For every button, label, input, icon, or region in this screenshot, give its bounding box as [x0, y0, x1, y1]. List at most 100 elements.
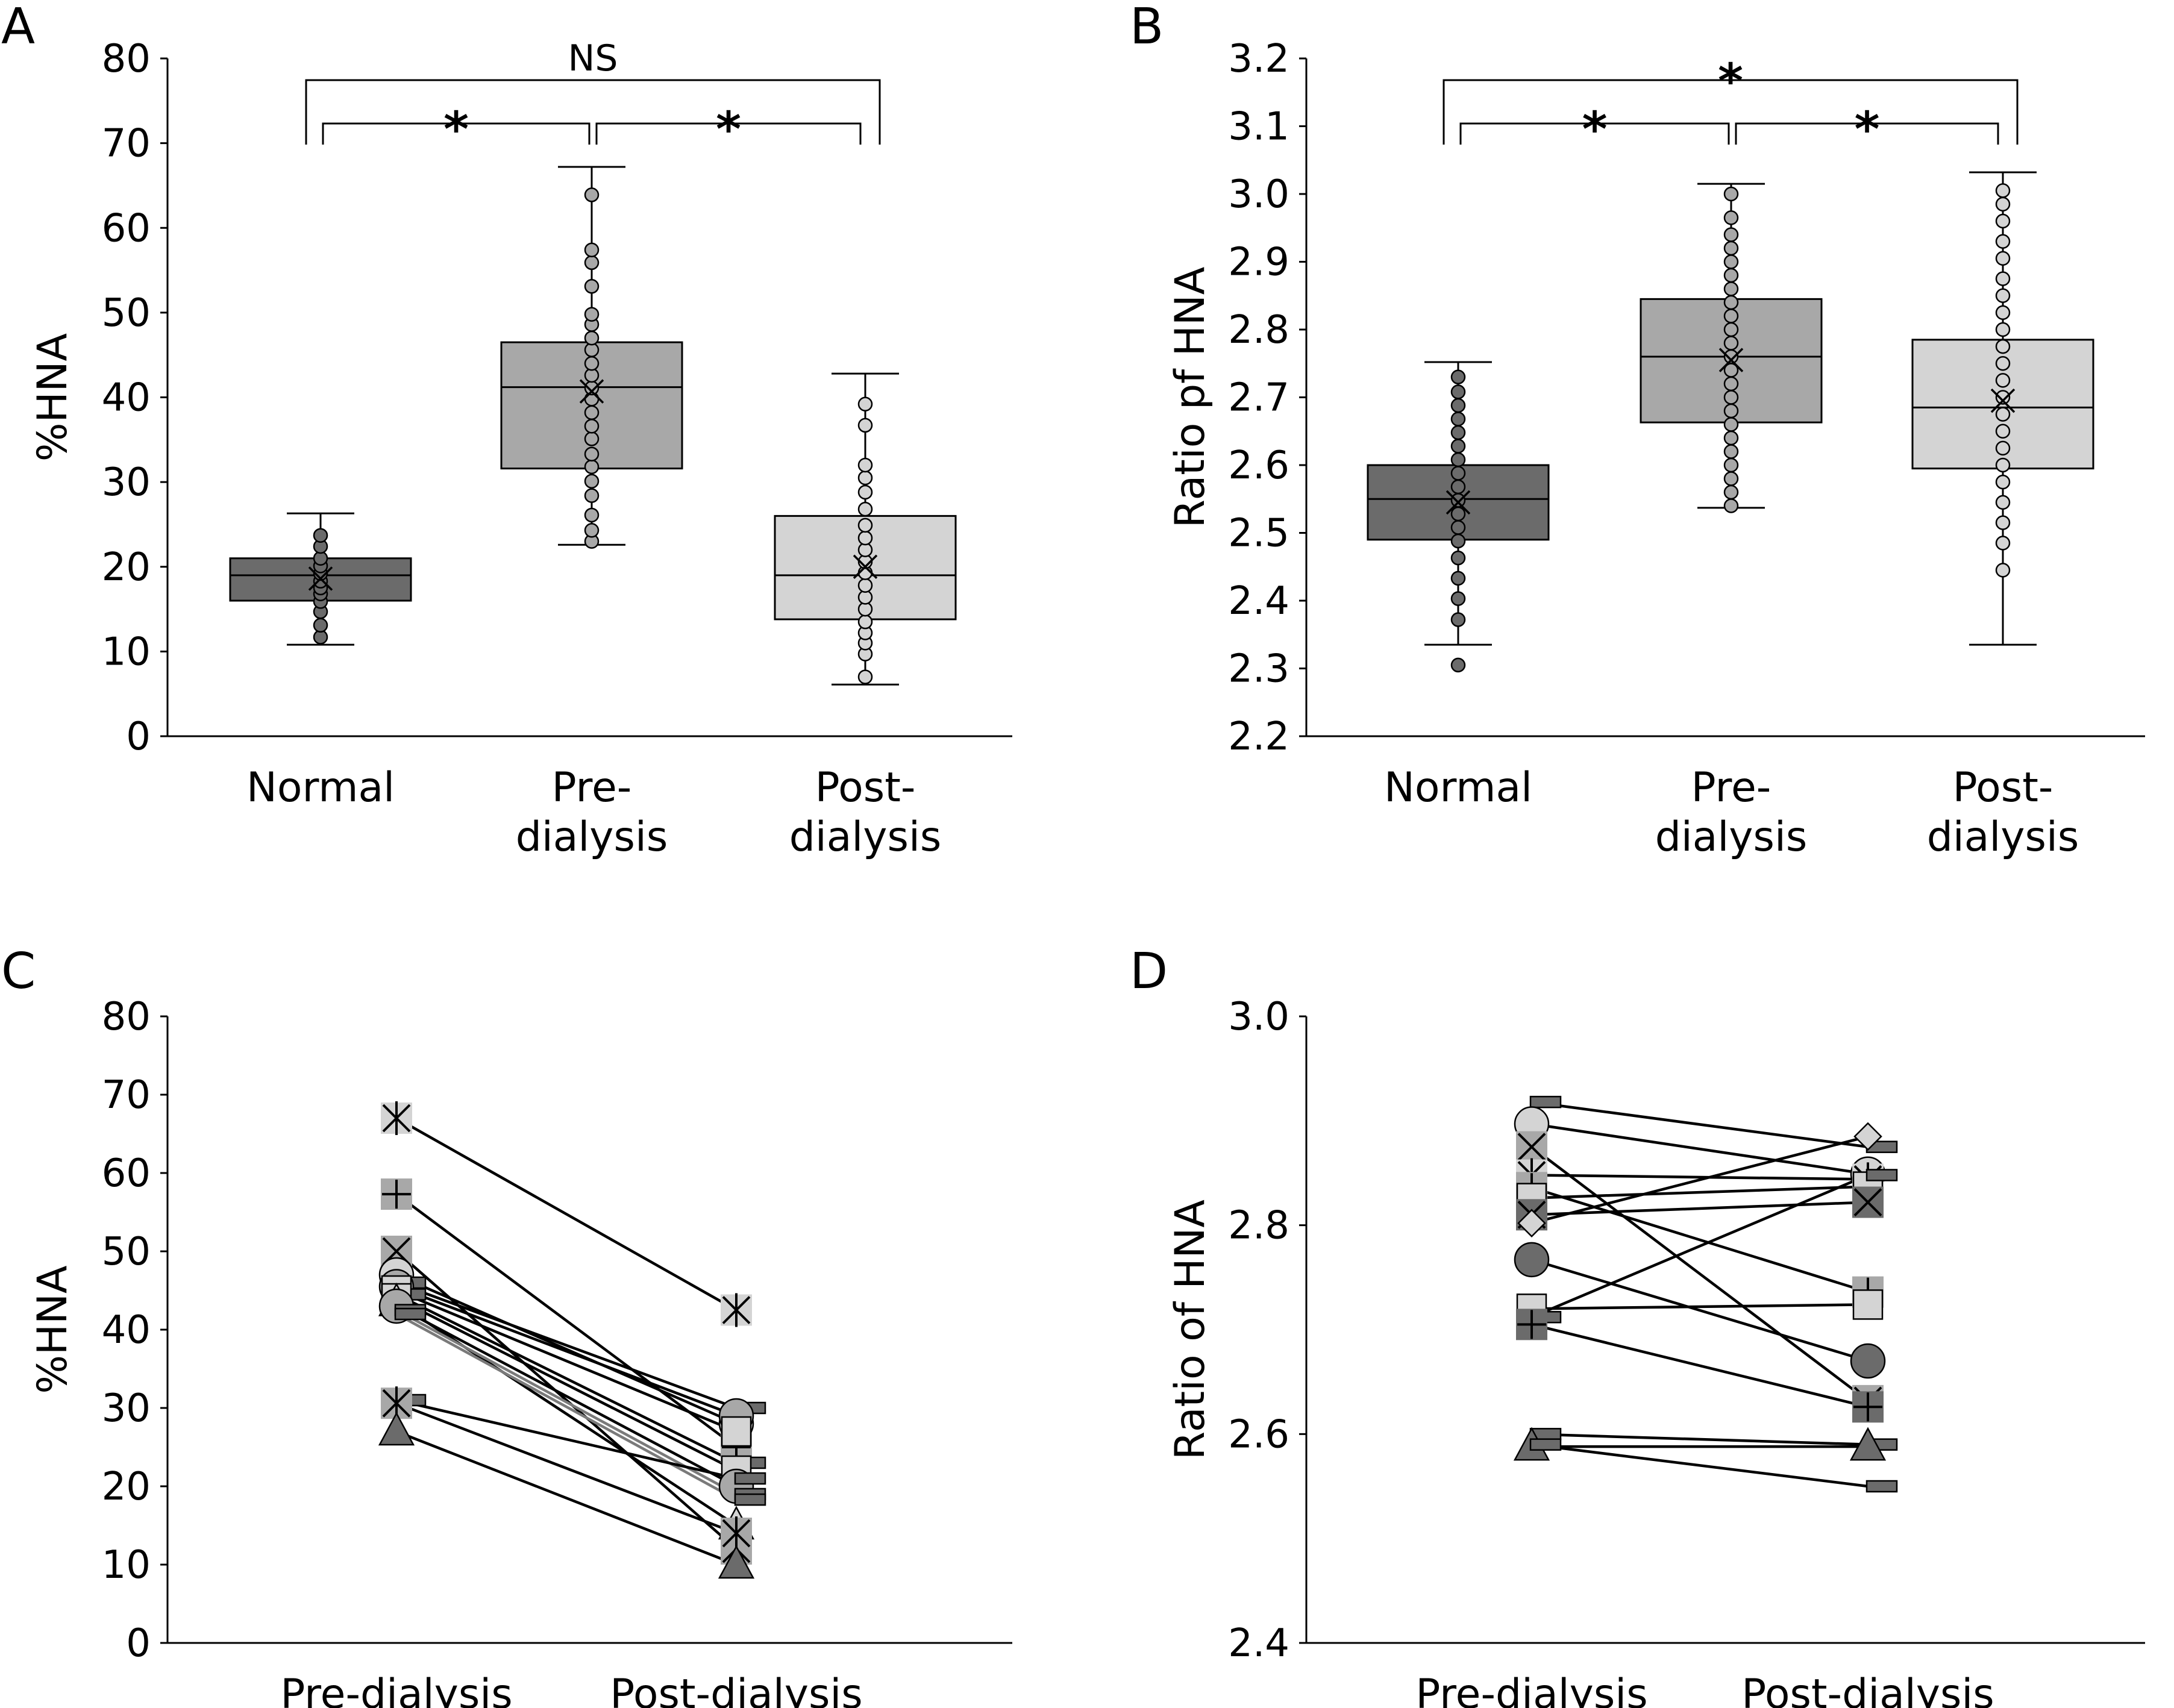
significance-bracket: * [1443, 54, 2019, 145]
pair-line [395, 1309, 738, 1495]
pair-line [395, 1301, 738, 1527]
data-point [1995, 322, 2011, 337]
y-tick-label: 0 [126, 715, 151, 759]
box-group-3 [1911, 171, 2094, 646]
y-tick-label: 80 [102, 37, 151, 81]
data-point [584, 187, 600, 202]
box-group-2 [1640, 183, 1823, 513]
data-point [722, 1516, 751, 1550]
data-point [1995, 288, 2011, 303]
data-point [1865, 1169, 1898, 1181]
data-point [1450, 411, 1466, 427]
data-point [1995, 424, 2011, 439]
pair-line [1531, 1258, 1869, 1363]
pair-line [395, 1305, 738, 1487]
data-point [1723, 281, 1739, 296]
data-point [1853, 1188, 1882, 1216]
x-tick-label: Normal [1384, 764, 1532, 812]
y-axis-label: Ratio pf HNA [1167, 267, 1214, 528]
data-point [584, 459, 600, 475]
data-point [1995, 515, 2011, 530]
data-point [313, 528, 328, 543]
pair-line [1531, 1303, 1869, 1310]
paired-markers [1513, 1095, 1898, 1493]
box-group-1 [1367, 361, 1550, 673]
data-point [1723, 254, 1739, 269]
data-point [1450, 479, 1466, 495]
data-point [584, 255, 600, 271]
data-point [1723, 240, 1739, 256]
y-tick-label: 2.6 [1228, 443, 1289, 488]
pair-line [1531, 1185, 1869, 1200]
significance-bracket: NS [305, 37, 881, 145]
data-point [1514, 1242, 1550, 1278]
y-tick-label: 2.4 [1228, 579, 1289, 624]
data-point [1450, 452, 1466, 468]
paired-markers [378, 1101, 766, 1579]
data-point [1723, 457, 1739, 473]
pair-line [395, 1193, 738, 1448]
y-tick-label: 2.2 [1228, 715, 1289, 759]
data-point [1450, 533, 1466, 549]
significance-label: NS [568, 37, 618, 80]
data-point [1723, 444, 1739, 459]
data-point [857, 614, 873, 630]
x-tick-label: Post-dialysis [610, 1671, 862, 1708]
data-point [584, 419, 600, 434]
box-group-2 [500, 166, 683, 549]
data-point [584, 474, 600, 489]
pair-line [1531, 1122, 1869, 1175]
y-tick-label: 40 [102, 1308, 151, 1353]
significance-label: * [1582, 102, 1608, 158]
data-point [1723, 403, 1739, 419]
data-point [1723, 227, 1739, 242]
panel-letter: B [1130, 0, 1164, 55]
data-point [584, 242, 600, 258]
data-point [1995, 183, 2011, 198]
data-point [584, 446, 600, 461]
data-point [1853, 1392, 1882, 1422]
pair-line [396, 1398, 737, 1480]
pair-line [1531, 1443, 1869, 1488]
significance-bracket: * [322, 102, 590, 158]
data-point [584, 523, 600, 538]
data-point [721, 1416, 752, 1447]
data-point [1995, 407, 2011, 422]
y-tick-label: 70 [102, 1073, 151, 1118]
data-point [1995, 234, 2011, 249]
data-point [1995, 373, 2011, 388]
data-point [313, 618, 328, 633]
data-point [1529, 1095, 1562, 1109]
pair-line [1531, 1323, 1869, 1409]
data-point [734, 1472, 766, 1485]
data-point [1723, 484, 1739, 500]
data-point [1450, 439, 1466, 454]
y-tick-label: 2.7 [1228, 376, 1289, 421]
data-point [1723, 308, 1739, 324]
data-point [857, 530, 873, 546]
data-point [857, 418, 873, 433]
data-point [584, 356, 600, 371]
data-point [1723, 471, 1739, 486]
y-tick-label: 30 [102, 1386, 151, 1431]
data-point [722, 1293, 751, 1327]
panel-d: D 2.4 2.6 2.8 3.0 Ratio of HNA Pre-dialysis Pos… [1130, 943, 2145, 1708]
y-tick-label: 2.4 [1228, 1621, 1289, 1666]
data-point [1995, 305, 2011, 321]
data-point [1995, 213, 2011, 229]
data-point [857, 484, 873, 500]
data-point [584, 405, 600, 421]
x-tick-label: Post- [1953, 764, 2053, 812]
data-point [1995, 251, 2011, 266]
data-point [1450, 466, 1466, 481]
y-tick-label: 3.0 [1228, 172, 1289, 217]
x-tick-label: Pre- [552, 764, 632, 812]
pair-line [396, 1281, 737, 1410]
data-point [584, 279, 600, 294]
pair-line [396, 1402, 737, 1535]
panel-letter: D [1130, 943, 1168, 1000]
data-point [1450, 425, 1466, 440]
significance-label: * [1718, 54, 1743, 110]
x-tick-label: Pre-dialysis [1415, 1671, 1647, 1708]
bracket-line [1443, 79, 2019, 145]
